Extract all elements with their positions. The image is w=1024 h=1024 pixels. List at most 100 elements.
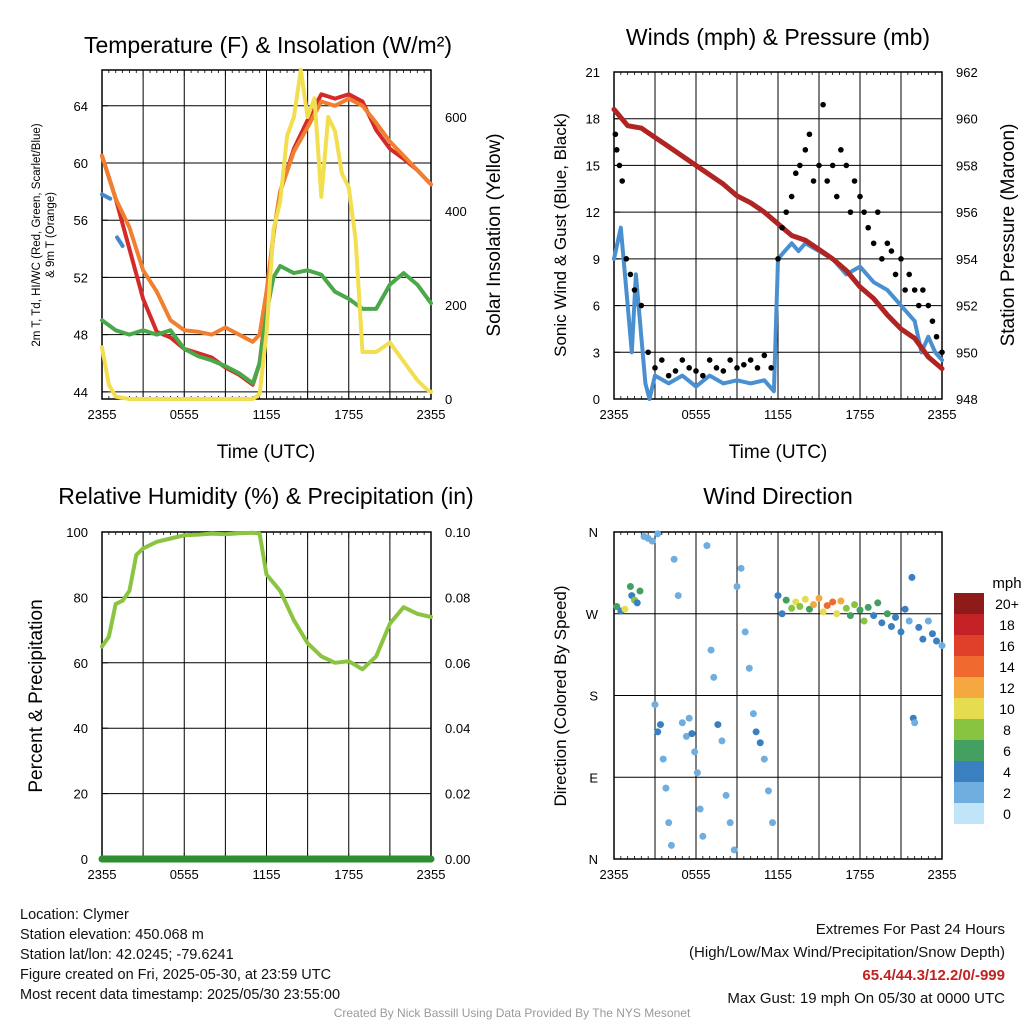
colorbar-swatch [954, 677, 984, 698]
rh-title: Relative Humidity (%) & Precipitation (i… [58, 483, 473, 509]
gust-point [788, 193, 795, 200]
direction-point [870, 612, 878, 620]
colorbar-swatch [954, 740, 984, 761]
direction-point [613, 602, 621, 610]
temp-xtick-label: 1755 [334, 407, 363, 422]
direction-point [703, 542, 711, 550]
dir-ytick-label: S [589, 689, 598, 704]
colorbar-swatch [954, 698, 984, 719]
temp-ylabel-2: & 9m T (Orange) [45, 192, 57, 278]
wind-xtick-label: 0555 [682, 407, 711, 422]
gust-point [906, 271, 912, 278]
direction-point [648, 537, 656, 545]
colorbar-unit: mph [992, 575, 1021, 592]
direction-point [651, 701, 659, 709]
rh-ylabel: Percent & Precipitation [26, 599, 47, 792]
gust-point [747, 357, 754, 363]
rh-ytick-label: 40 [74, 721, 88, 736]
gust-point [802, 147, 809, 153]
direction-point [842, 604, 850, 612]
gust-point [824, 178, 830, 184]
extremes-heading: Extremes For Past 24 Hours [815, 921, 1005, 938]
colorbar-label: 0 [1003, 806, 1011, 822]
wind-ytick-label: 9 [593, 252, 600, 267]
direction-point [892, 613, 900, 621]
colorbar-swatch [954, 635, 984, 656]
station-latlon: Station lat/lon: 42.0245; -79.6241 [20, 947, 234, 963]
gust-point [775, 256, 781, 262]
temp-series-1 [100, 96, 433, 344]
extremes-values: 65.4/44.3/12.2/0/-999 [862, 967, 1005, 984]
dir-ytick-label: N [589, 852, 598, 867]
gust-point [865, 224, 871, 231]
gust-point [686, 365, 692, 371]
gust-point [720, 368, 727, 374]
colorbar-label: 2 [1003, 785, 1011, 801]
direction-point [752, 728, 760, 736]
speed-colorbar: 20+ 18 16 14 12 10 8 6 4 2 0 [954, 593, 1019, 824]
direction-point [707, 646, 715, 654]
direction-point [714, 721, 722, 729]
dir-xtick-label: 0555 [682, 867, 711, 882]
gust-point [645, 349, 651, 356]
direction-point [810, 601, 818, 609]
direction-point [805, 605, 813, 613]
colorbar-label: 10 [999, 701, 1015, 717]
gust-point [833, 193, 840, 200]
rh-ytick-label: 100 [66, 525, 88, 540]
direction-point [823, 602, 831, 610]
direction-point [774, 592, 782, 600]
wind-series-0 [612, 225, 944, 401]
station-elevation: Station elevation: 450.068 m [20, 927, 204, 943]
gust-point [847, 209, 854, 215]
gust-point [898, 256, 904, 262]
temp-xtick-label: 2355 [88, 407, 117, 422]
direction-point [696, 805, 704, 813]
wind-ytick-label: 3 [593, 345, 600, 360]
wind-y2tick-label: 962 [956, 65, 978, 80]
recent-timestamp: Most recent data timestamp: 2025/05/30 2… [20, 987, 341, 1003]
gust-point [816, 162, 822, 169]
direction-point [851, 601, 859, 609]
temp-ytick-label: 48 [74, 328, 88, 343]
credit-line: Created By Nick Bassill Using Data Provi… [333, 1006, 691, 1020]
wind-y2tick-label: 954 [956, 252, 978, 267]
temp-y2tick-label: 200 [445, 298, 467, 313]
colorbar-label: 4 [1003, 764, 1011, 780]
gust-point [797, 162, 803, 169]
gust-point [874, 209, 881, 215]
temp-ytick-label: 52 [74, 270, 88, 285]
extremes-box: Extremes For Past 24 Hours (High/Low/Max… [689, 918, 1005, 1010]
direction-point [621, 605, 629, 613]
direction-point [933, 637, 941, 645]
rh-y2tick-label: 0.04 [445, 721, 470, 736]
rh-xtick-label: 1155 [253, 867, 281, 882]
direction-point [764, 787, 772, 795]
direction-point [782, 596, 790, 604]
dir-xtick-label: 2355 [928, 867, 957, 882]
gust-point [727, 357, 733, 363]
direction-point [699, 832, 707, 840]
temp-y2tick-label: 600 [445, 110, 467, 125]
gust-point [638, 302, 645, 309]
direction-point [778, 610, 786, 618]
gust-point [612, 131, 619, 138]
direction-point [874, 599, 882, 607]
direction-point [756, 739, 764, 747]
colorbar-swatch [954, 803, 984, 824]
gust-point [679, 357, 686, 363]
direction-point [864, 603, 872, 611]
gust-point [879, 256, 885, 262]
direction-point [682, 732, 690, 740]
gust-point [754, 365, 761, 371]
direction-point [654, 530, 662, 538]
colorbar-label: 12 [999, 680, 1015, 696]
direction-point [693, 769, 701, 777]
direction-point [915, 623, 923, 631]
direction-point [678, 719, 686, 727]
gust-point [810, 178, 817, 184]
direction-point [749, 710, 757, 718]
colorbar-swatch [954, 761, 984, 782]
wind-ytick-label: 21 [586, 65, 600, 80]
gust-point [902, 287, 908, 293]
